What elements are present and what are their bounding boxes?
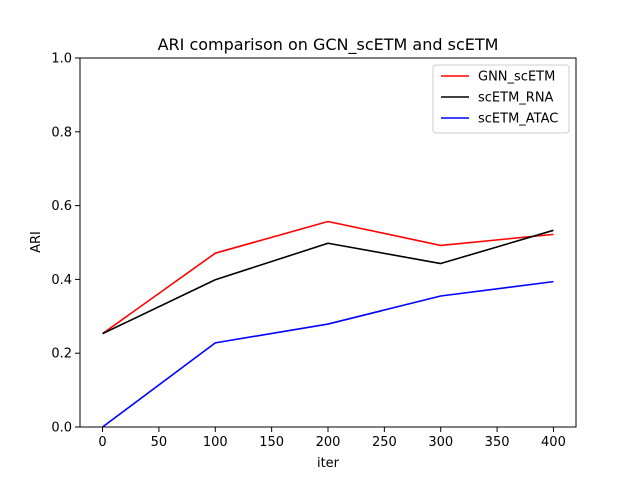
y-axis-label: ARI	[29, 231, 44, 253]
legend-label: GNN_scETM	[478, 70, 555, 85]
chart-title: ARI comparison on GCN_scETM and scETM	[158, 35, 499, 55]
y-tick-label: 0.4	[51, 273, 72, 288]
x-tick-label: 200	[316, 435, 341, 450]
x-tick-label: 250	[372, 435, 397, 450]
series-line-scetm-atac	[102, 280, 554, 428]
x-tick-label: 350	[485, 435, 510, 450]
x-tick-label: 300	[428, 435, 453, 450]
series-line-scetm-rna	[102, 229, 554, 335]
y-tick-label: 0.0	[51, 421, 72, 436]
x-tick-label: 100	[203, 435, 228, 450]
legend-label: scETM_RNA	[478, 91, 554, 106]
series-line-gnn-scetm	[102, 220, 554, 335]
legend-label: scETM_ATAC	[478, 112, 558, 127]
y-tick-label: 0.6	[51, 199, 72, 214]
x-tick-label: 0	[98, 435, 106, 450]
x-axis-label: iter	[317, 456, 340, 471]
y-tick-label: 1.0	[51, 52, 72, 67]
legend-frame	[432, 64, 570, 134]
x-tick-label: 150	[259, 435, 284, 450]
x-tick-label: 50	[151, 435, 168, 450]
x-tick-label: 400	[541, 435, 566, 450]
legend: GNN_scETM scETM_RNA scETM_ATAC	[432, 64, 570, 134]
y-tick-label: 0.8	[51, 125, 72, 140]
y-tick-label: 0.2	[51, 347, 72, 362]
